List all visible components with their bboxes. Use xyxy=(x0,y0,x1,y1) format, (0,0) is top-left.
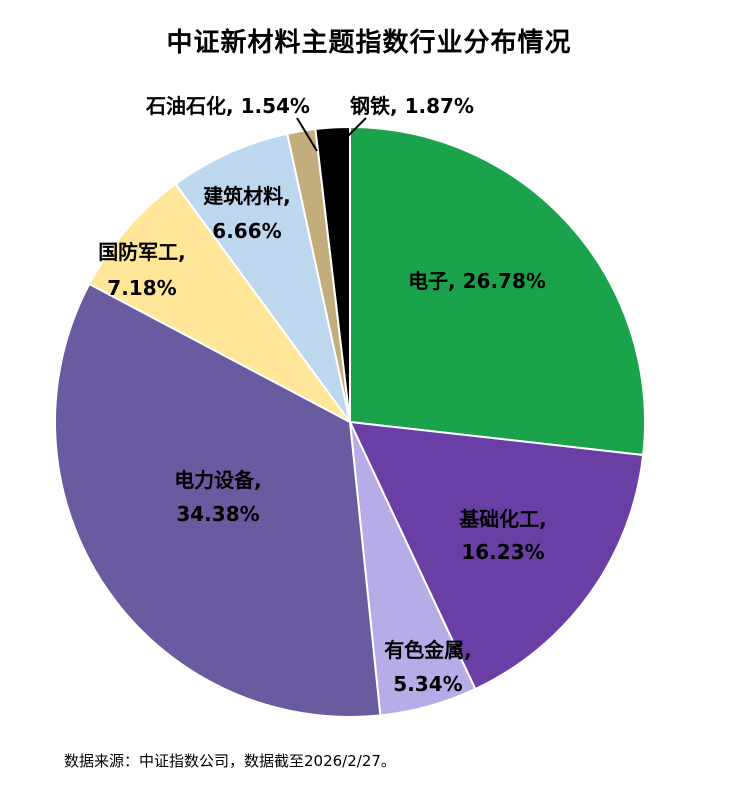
pie-label-power-equipment: 34.38% xyxy=(176,502,259,526)
chart-title: 中证新材料主题指数行业分布情况 xyxy=(166,28,572,58)
pie-slice-defense-military xyxy=(88,183,351,423)
pie-label-nonferrous-metals: 5.34% xyxy=(393,672,462,696)
pie-label-nonferrous-metals: 有色金属, xyxy=(384,638,472,662)
pie-label-building-materials: 建筑材料, xyxy=(203,184,291,208)
pie-slice-basic-chemicals xyxy=(349,421,645,691)
pie-label-basic-chemicals: 基础化工, xyxy=(459,507,547,531)
leader-line-steel xyxy=(340,117,367,144)
pie-label-electronics: 电子, 26.78% xyxy=(408,269,546,293)
pie-label-defense-military: 7.18% xyxy=(107,276,176,300)
pie-label-defense-military: 国防军工, xyxy=(98,240,186,264)
pie-label-basic-chemicals: 16.23% xyxy=(461,540,544,564)
pie-slice-electronics xyxy=(349,126,646,457)
leader-line-petroleum-petrochemical xyxy=(296,117,318,152)
pie-label-petroleum-petrochemical: 石油石化, 1.54% xyxy=(145,94,310,118)
pie-label-steel: 钢铁, 1.87% xyxy=(350,94,474,118)
pie-label-building-materials: 6.66% xyxy=(212,219,281,243)
pie-slice-steel xyxy=(314,125,351,423)
pie-label-power-equipment: 电力设备, xyxy=(174,468,262,492)
pie-slice-power-equipment xyxy=(54,283,382,718)
pie-slice-building-materials xyxy=(174,132,351,423)
source-note: 数据来源：中证指数公司，数据截至2026/2/27。 xyxy=(64,752,396,770)
